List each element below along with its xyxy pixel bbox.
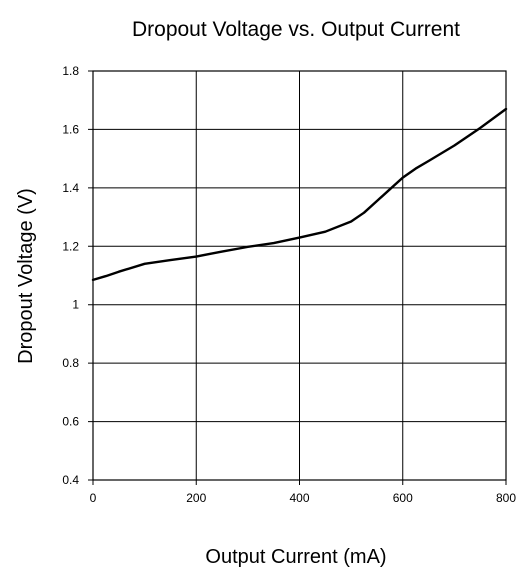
y-tick-label: 1.2 (62, 239, 79, 253)
x-tick-label: 200 (186, 491, 206, 505)
y-tick-label: 1.4 (62, 181, 79, 195)
horizontal-gridlines (88, 70, 506, 481)
y-tick-label: 0.8 (62, 356, 79, 370)
x-axis-label: Output Current (mA) (205, 546, 386, 568)
y-tick-label: 1.6 (62, 122, 79, 136)
series-line (91, 107, 508, 282)
y-tick-labels: 0.4 0.6 0.8 1 1.2 1.4 1.6 1.8 (62, 64, 79, 487)
chart-title: Dropout Voltage vs. Output Current (132, 18, 460, 41)
plot-frame (92, 70, 507, 481)
x-tick-label: 800 (496, 491, 516, 505)
vertical-gridlines (92, 71, 507, 485)
y-tick-label: 1.8 (62, 64, 79, 78)
y-tick-label: 0.6 (62, 415, 79, 429)
x-tick-label: 600 (393, 491, 413, 505)
y-tick-label: 0.4 (62, 473, 79, 487)
y-axis-label: Dropout Voltage (V) (15, 188, 37, 364)
x-tick-label: 0 (90, 491, 97, 505)
x-tick-label: 400 (289, 491, 309, 505)
y-tick-label: 1 (72, 298, 79, 312)
x-tick-labels: 0 200 400 600 800 (90, 491, 517, 505)
